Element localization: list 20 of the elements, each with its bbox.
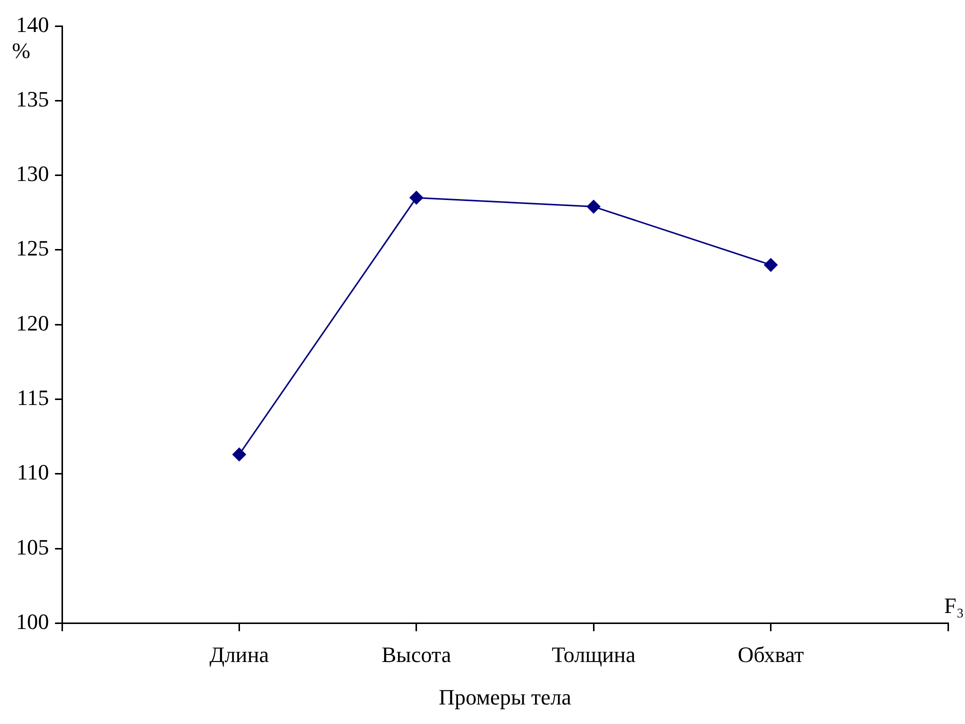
y-axis-title: % (12, 38, 30, 63)
y-tick-label: 130 (16, 161, 49, 186)
point (410, 190, 424, 204)
y-tick-label: 110 (16, 460, 49, 485)
point (232, 448, 246, 462)
x-tick-label: Высота (382, 642, 452, 668)
point (586, 200, 600, 214)
y-tick-label: 135 (16, 86, 49, 112)
y-tick-label: 120 (16, 310, 49, 336)
y-tick-label: 125 (16, 236, 49, 261)
annotation: F₃ (944, 593, 964, 618)
y-tick-label: 140 (16, 12, 49, 37)
x-tick-label: Толщина (552, 642, 636, 668)
x-tick-label: Длина (210, 642, 270, 668)
x-axis-title: Промеры тела (438, 684, 572, 710)
x-tick-label: Обхват (738, 642, 804, 668)
y-tick-label: 105 (16, 534, 49, 560)
point (764, 258, 778, 272)
y-tick-label: 100 (16, 608, 49, 634)
y-tick-label: 115 (16, 385, 49, 410)
